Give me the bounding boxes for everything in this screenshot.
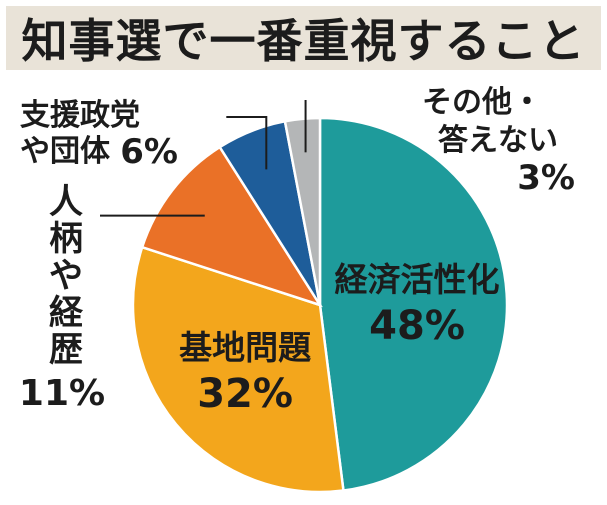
- slice-label-5-line: その他・: [422, 85, 542, 120]
- slice-value-4: 6%: [120, 132, 178, 172]
- slice-label-3-line: 柄: [49, 219, 83, 259]
- slice-label-3-line: 経: [49, 293, 84, 333]
- pie-slice-2: [131, 245, 345, 494]
- slice-label-4-line: や団体: [20, 134, 111, 169]
- title-bar: 知事選で一番重視すること: [6, 6, 601, 70]
- pie-slice-3: [140, 145, 323, 308]
- slice-label-3-line: や: [49, 256, 83, 296]
- pie-slice-5: [283, 116, 322, 306]
- leader-line-4: [226, 116, 268, 170]
- slice-label-1: 経済活性化: [335, 260, 500, 299]
- slice-label-2: 基地問題: [179, 328, 311, 367]
- slice-value-3: 11%: [19, 373, 105, 414]
- slice-label-3-line: 人: [49, 182, 83, 222]
- slice-label-3-line: 歴: [49, 330, 83, 370]
- slice-value-5: 3%: [517, 158, 575, 198]
- slice-value-2: 32%: [197, 371, 293, 417]
- slice-label-5-line: 答えない: [438, 123, 558, 158]
- chart-title: 知事選で一番重視すること: [21, 14, 586, 68]
- slice-label-4-line: 支援政党: [20, 98, 140, 133]
- slice-value-1: 48%: [369, 303, 465, 349]
- pie-slice-1: [318, 116, 509, 492]
